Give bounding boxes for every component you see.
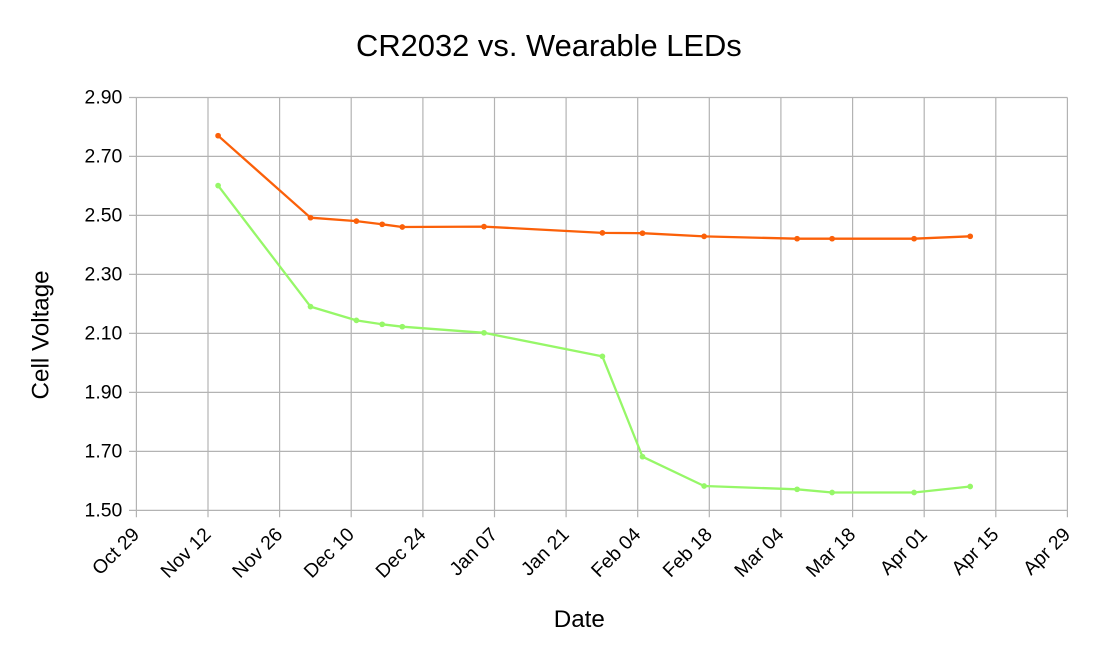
svg-text:Cell Voltage: Cell Voltage <box>28 270 55 399</box>
svg-text:2.10: 2.10 <box>85 323 123 345</box>
svg-text:2.90: 2.90 <box>85 87 123 109</box>
svg-text:Date: Date <box>554 606 605 633</box>
svg-text:2.70: 2.70 <box>85 146 123 168</box>
svg-text:1.90: 1.90 <box>85 382 123 404</box>
svg-text:2.30: 2.30 <box>85 264 123 286</box>
svg-text:1.50: 1.50 <box>85 500 123 522</box>
svg-text:1.70: 1.70 <box>85 441 123 463</box>
svg-text:CR2032 vs. Wearable LEDs: CR2032 vs. Wearable LEDs <box>356 28 742 63</box>
svg-text:2.50: 2.50 <box>85 205 123 227</box>
